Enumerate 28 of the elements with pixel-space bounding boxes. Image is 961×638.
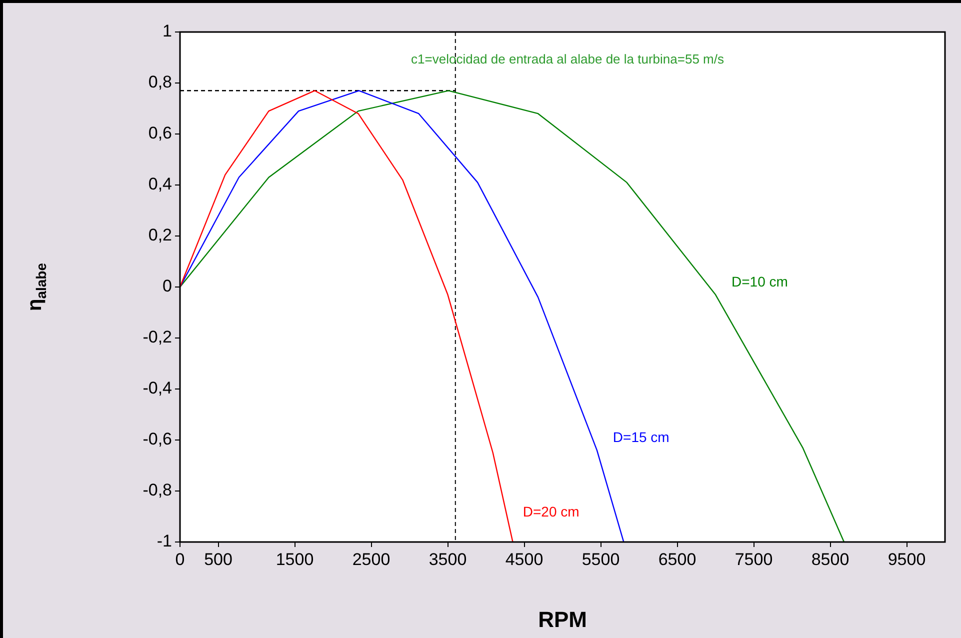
series-label: D=20 cm <box>522 504 580 520</box>
x-tick-label: 500 <box>204 550 232 569</box>
y-tick-label: 0,4 <box>148 174 172 194</box>
y-tick-label: -0,2 <box>142 328 172 347</box>
x-tick-label: 3500 <box>428 550 467 569</box>
series-label: D=10 cm <box>732 274 788 290</box>
y-tick-label: -0,4 <box>142 378 172 398</box>
x-tick-label: 4500 <box>505 550 544 569</box>
x-tick-label: 1500 <box>276 550 314 569</box>
y-tick-label: 0,8 <box>148 72 172 92</box>
x-tick-label: 7500 <box>734 550 773 569</box>
x-axis-title: RPM <box>538 606 587 632</box>
y-tick-label: -1 <box>156 532 172 551</box>
y-tick-label: 0 <box>162 276 172 296</box>
y-tick-label: -0,8 <box>142 480 172 500</box>
y-axis-title: ηalabe <box>24 262 49 312</box>
x-tick-label: 5500 <box>582 550 620 569</box>
x-tick-label: 2500 <box>352 550 390 569</box>
y-tick-label: 0,2 <box>148 226 172 245</box>
y-tick-label: 0,6 <box>148 124 172 143</box>
x-tick-label: 0 <box>175 550 185 569</box>
y-tick-label: 1 <box>162 22 172 41</box>
annotation: c1=velocidad de entrada al alabe de la turbina=55 m/s <box>411 52 724 67</box>
y-tick-label: -0,6 <box>142 430 172 449</box>
x-tick-label: 9500 <box>888 550 926 569</box>
series-label: D=15 cm <box>612 429 670 446</box>
x-tick-label: 6500 <box>658 550 696 569</box>
x-tick-label: 8500 <box>811 550 850 569</box>
